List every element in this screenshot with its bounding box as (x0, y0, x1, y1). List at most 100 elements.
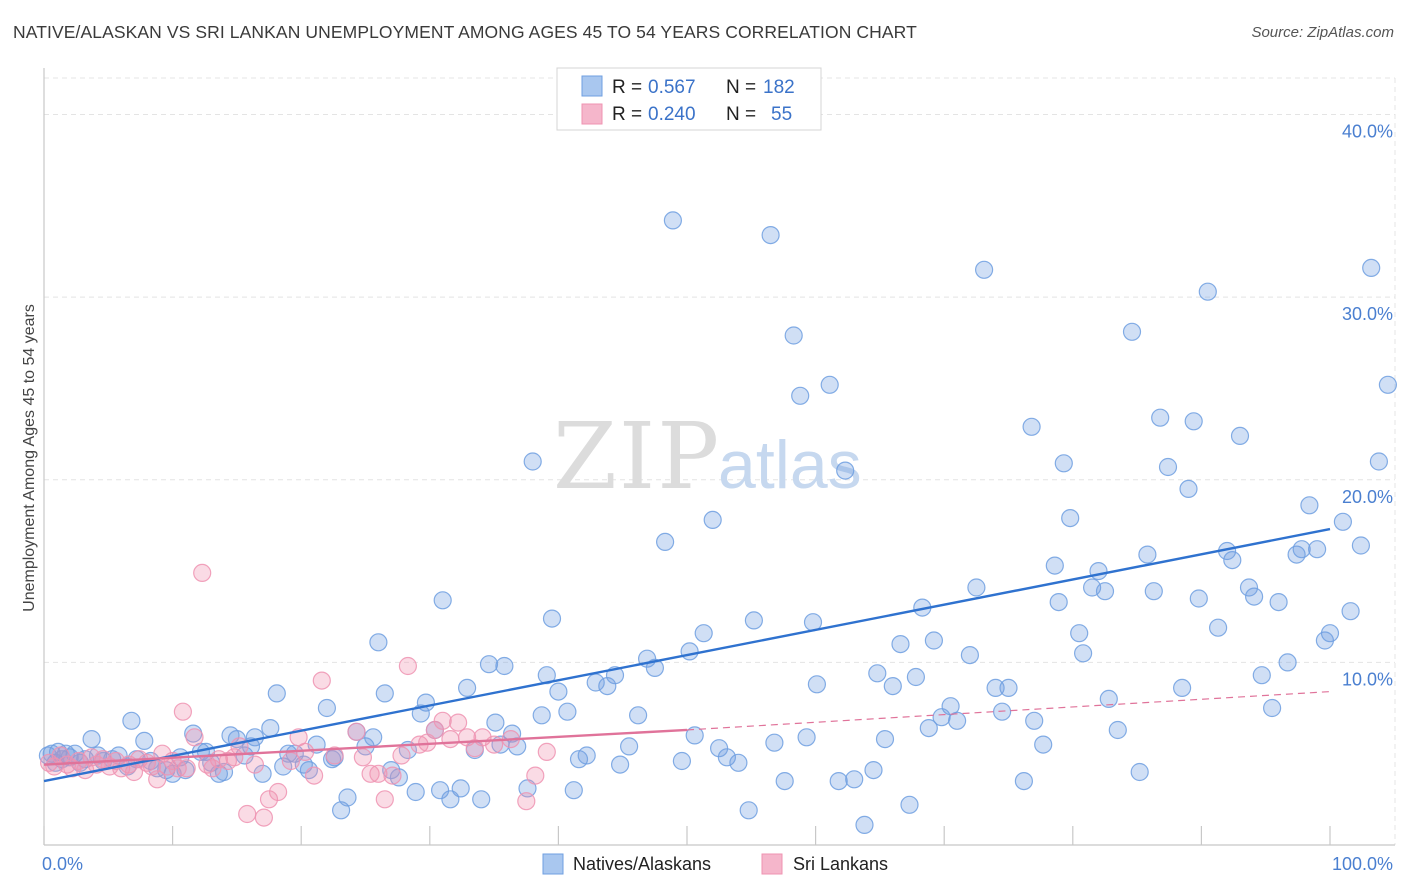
srilankans-point (259, 790, 279, 809)
natives-point (564, 781, 583, 800)
natives-point (729, 753, 748, 772)
natives-point (1369, 452, 1389, 471)
srilankans-point (375, 790, 394, 809)
srilankans-point (269, 782, 288, 802)
bottom-legend-srilankans: Sri Lankans (793, 854, 888, 874)
natives-point (775, 771, 794, 791)
natives-point (1172, 678, 1192, 698)
natives-point (364, 728, 383, 747)
natives-point (261, 718, 280, 738)
natives-point (947, 711, 967, 730)
natives-point (619, 737, 639, 756)
watermark-zip: ZIP (553, 403, 721, 510)
natives-point (389, 768, 408, 787)
natives-point (431, 781, 450, 800)
srilankans-point (369, 764, 388, 783)
chart-title: NATIVE/ALASKAN VS SRI LANKAN UNEMPLOYMEN… (13, 22, 917, 42)
natives-point (717, 748, 737, 767)
srilankans-point (305, 766, 324, 785)
natives-point (1054, 454, 1073, 473)
natives-point (1341, 602, 1360, 621)
y-tick-label: 30.0% (1342, 304, 1393, 324)
srilankans-point (526, 766, 545, 785)
natives-point (986, 678, 1005, 698)
natives-point (1144, 582, 1163, 601)
natives-point (919, 718, 938, 738)
srilankans-point (485, 735, 504, 754)
natives-point (864, 760, 883, 780)
natives-point (1122, 322, 1142, 341)
natives-point (1262, 698, 1282, 718)
natives-point (1158, 457, 1178, 477)
natives-point (1244, 587, 1264, 606)
natives-point (694, 624, 713, 643)
natives-point (663, 211, 683, 230)
natives-point (1073, 644, 1093, 663)
natives-point (558, 702, 577, 721)
natives-trend-line (43, 527, 1331, 783)
natives-point (1333, 512, 1353, 531)
legend-n-label: N = (726, 104, 756, 125)
natives-point (532, 706, 551, 725)
srilankans-point (517, 792, 536, 811)
natives-point (744, 611, 764, 630)
natives-point (797, 728, 816, 747)
srilankans-point (193, 563, 212, 583)
natives-point (369, 633, 388, 652)
natives-point (1014, 771, 1034, 791)
natives-point (739, 801, 758, 820)
natives-point (1198, 282, 1217, 301)
natives-point (1049, 592, 1068, 612)
srilankans-point (383, 766, 402, 785)
natives-point (472, 790, 491, 809)
natives-point (1362, 258, 1381, 277)
srilankans-point (238, 804, 257, 824)
legend-n-value: 182 (763, 77, 795, 98)
y-axis-label: Unemployment Among Ages 45 to 54 years (21, 304, 38, 612)
srilankans-point (177, 759, 196, 778)
natives-point (458, 678, 477, 698)
srilankans-point (353, 748, 372, 767)
natives-point (1025, 711, 1044, 730)
srilankans-point (325, 746, 344, 765)
natives-point (1095, 582, 1115, 601)
natives-point (891, 634, 910, 654)
natives-point (523, 452, 542, 471)
srilankans-point (148, 770, 167, 789)
natives-point (1287, 545, 1306, 564)
natives-point (406, 782, 425, 802)
natives-point (610, 755, 630, 774)
natives-point (479, 655, 499, 674)
natives-point (1045, 556, 1064, 575)
srilankans-point (361, 764, 380, 783)
natives-point (960, 645, 980, 665)
natives-point (1239, 578, 1259, 597)
srilankans-point (245, 755, 264, 774)
srilankans-point (173, 702, 192, 721)
natives-point (1184, 412, 1203, 431)
gridlines (44, 77, 1396, 845)
natives-point (122, 711, 141, 730)
bottom-legend: Natives/Alaskans Sri Lankans (542, 853, 888, 875)
natives-point (1151, 408, 1170, 427)
x-tick-label: 100.0% (1332, 854, 1393, 874)
y-tick-label: 20.0% (1342, 487, 1393, 507)
natives-point (1189, 589, 1208, 608)
natives-point (1208, 618, 1228, 637)
watermark-atlas: atlas (718, 427, 862, 503)
natives-point (999, 678, 1018, 698)
legend-n-value: 55 (771, 104, 792, 125)
natives-point (338, 788, 357, 807)
natives-point (299, 760, 318, 780)
natives-point (672, 751, 692, 771)
natives-point (900, 795, 919, 814)
srilankans-point (425, 720, 444, 740)
natives-point (1070, 624, 1089, 643)
natives-point (1307, 540, 1327, 559)
natives-point (1130, 762, 1149, 782)
natives-point (486, 713, 505, 732)
legend-r-label: R = (612, 104, 642, 125)
natives-point (974, 260, 994, 279)
natives-point (1292, 540, 1311, 559)
